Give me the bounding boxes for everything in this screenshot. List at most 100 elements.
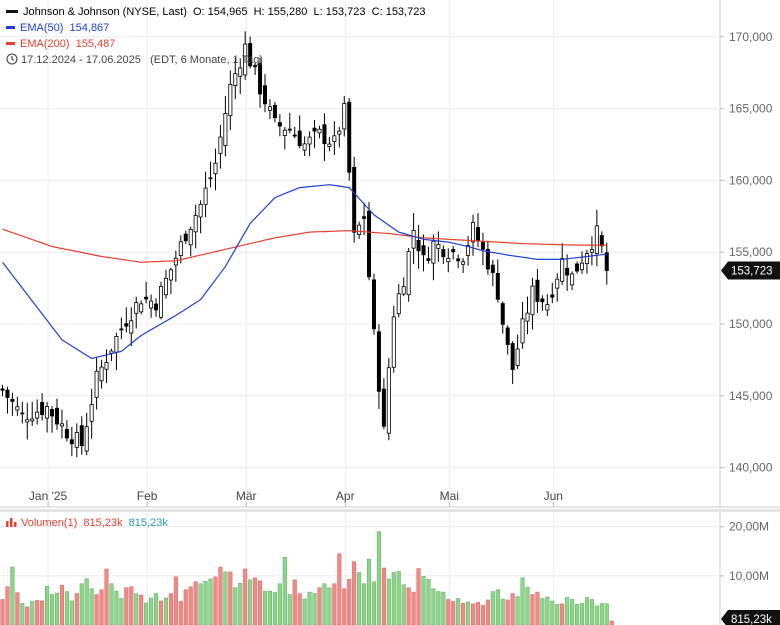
candle-body	[307, 136, 312, 145]
volume-bar	[119, 598, 124, 625]
candle-body	[446, 258, 451, 263]
candle-body	[188, 228, 193, 246]
candle-body	[510, 343, 515, 370]
ema200-label: EMA(200)	[20, 38, 70, 50]
ohlc-header: Johnson & Johnson (NYSE, Last) O: 154,96…	[6, 5, 425, 19]
candle-body	[421, 245, 426, 256]
candle-body	[277, 122, 282, 127]
volume-bar	[45, 585, 50, 625]
candle-body	[59, 423, 64, 427]
volume-bar	[446, 599, 451, 625]
candle-body	[79, 425, 84, 447]
candle-body	[69, 439, 74, 445]
volume-bar	[436, 591, 441, 625]
high-value: H: 155,280	[253, 6, 308, 18]
candle-body	[243, 43, 248, 76]
candle-body	[99, 366, 104, 382]
candle-body	[144, 296, 149, 300]
candle-body	[134, 302, 139, 314]
volume-bar	[15, 592, 20, 625]
candle-body	[267, 106, 272, 111]
volume-bar	[30, 601, 35, 625]
candle-body	[342, 103, 347, 130]
volume-bar	[124, 587, 129, 625]
candle-body	[411, 229, 416, 249]
volume-bar	[574, 604, 580, 625]
candle-body	[431, 240, 436, 264]
volume-bar	[59, 584, 64, 625]
candle-body	[594, 225, 599, 254]
volume-bar	[396, 571, 401, 625]
candle-body	[540, 298, 545, 303]
candle-body	[332, 135, 337, 143]
volume-bar	[129, 586, 134, 625]
volume-bar	[0, 599, 5, 625]
ema200-legend: EMA(200) 155,487	[6, 37, 115, 51]
volume-bar	[20, 603, 25, 625]
volume-bar	[545, 596, 550, 625]
date-range-detail: (EDT, 6 Monate, 1 Tag)	[150, 54, 263, 66]
volume-bar	[530, 594, 535, 625]
volume-bar	[411, 591, 416, 625]
time-tick-label: Jan '25	[29, 489, 68, 503]
volume-bar	[262, 590, 268, 625]
volume-bar	[609, 620, 614, 625]
candle-body	[530, 285, 535, 316]
volume-bar	[5, 586, 10, 625]
candle-body	[426, 258, 431, 261]
x-axis: Jan '25 Feb Mär Apr Mai Jun	[29, 489, 563, 507]
candle-body	[466, 244, 471, 256]
candle-body	[10, 398, 15, 402]
candle-body	[89, 404, 94, 422]
volume-bar	[510, 593, 515, 625]
candle-body	[114, 336, 119, 353]
candle-body	[35, 411, 40, 419]
candle-body	[54, 407, 59, 425]
last-volume-label: 815,23k	[731, 614, 772, 625]
candle-body	[416, 239, 421, 252]
candle-body	[490, 264, 495, 273]
volume-bar	[178, 601, 183, 625]
candle-body	[292, 134, 297, 137]
volume-bar	[173, 576, 178, 625]
candle-body	[263, 85, 268, 105]
date-range: 17.12.2024 - 17.06.2025 (EDT, 6 Monate, …	[6, 53, 263, 67]
volume-bar	[292, 579, 297, 625]
candle-body	[104, 362, 109, 370]
candle-body	[535, 279, 540, 302]
time-tick-label: Jun	[544, 489, 563, 503]
candle-body	[560, 258, 565, 282]
volume-bar	[218, 566, 223, 625]
volume-bar	[84, 578, 89, 625]
volume-bar	[540, 598, 545, 625]
volume-bar	[35, 600, 40, 625]
volume-bar	[604, 603, 609, 625]
candle-body	[248, 43, 253, 67]
candle-body	[505, 327, 510, 345]
volume-legend: Volumen(1) 815,23k 815,23k	[6, 516, 168, 530]
candle-body	[347, 101, 352, 173]
candle-body	[545, 304, 550, 311]
price-tick-label: 170,000	[729, 30, 773, 44]
volume-bar	[243, 568, 248, 625]
time-tick-label: Mai	[440, 489, 459, 503]
volume-bar	[441, 591, 446, 625]
volume-bar	[94, 594, 99, 625]
volume-bar	[287, 594, 292, 625]
candle-body	[238, 67, 243, 77]
open-value: O: 154,965	[193, 6, 248, 18]
instrument-title: Johnson & Johnson (NYSE, Last)	[23, 6, 187, 18]
candle-body	[253, 65, 258, 68]
candle-body	[570, 273, 575, 286]
candle-body	[20, 412, 25, 415]
candle-body	[163, 277, 168, 296]
volume-bar	[134, 593, 139, 625]
candle-body	[158, 286, 163, 318]
candle-body	[94, 370, 99, 398]
volume-bar	[480, 605, 485, 625]
candle-body	[436, 243, 441, 249]
volume-bar	[451, 601, 456, 625]
volume-bar	[505, 599, 510, 625]
candle-body	[178, 241, 183, 256]
candle-body	[233, 73, 238, 86]
